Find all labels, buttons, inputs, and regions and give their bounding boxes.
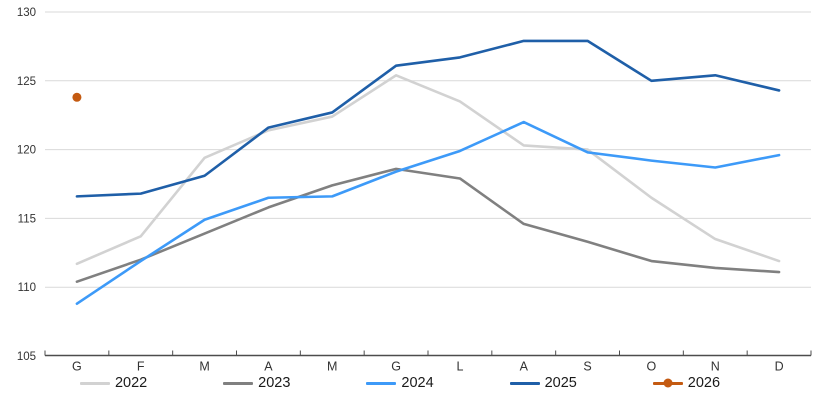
x-axis-label: D xyxy=(775,360,784,374)
y-axis-label: 120 xyxy=(17,145,36,157)
legend-label-2025: 2025 xyxy=(544,374,577,391)
chart-legend: 2022 2023 2024 2025 2026 xyxy=(42,371,758,395)
legend-line-swatch-2023 xyxy=(223,381,254,385)
series-line-2023 xyxy=(75,167,781,283)
legend-line-swatch-2026 xyxy=(652,378,683,388)
x-axis-label: N xyxy=(711,360,720,374)
x-axis-label: S xyxy=(583,360,591,374)
legend-marker-dot-2026 xyxy=(663,378,673,388)
legend-label-2023: 2023 xyxy=(258,374,291,391)
x-axis-label: G xyxy=(72,360,82,374)
legend-item-2024: 2024 xyxy=(328,376,471,391)
x-axis-label: A xyxy=(520,360,529,374)
y-axis-label: 105 xyxy=(17,351,36,363)
legend-label-2022: 2022 xyxy=(114,374,148,391)
y-axis-label: 130 xyxy=(17,7,36,19)
legend-label-2024: 2024 xyxy=(401,374,434,391)
legend-item-2025: 2025 xyxy=(472,376,615,391)
legend-line-swatch-2024 xyxy=(366,381,397,385)
x-axis-label: F xyxy=(137,360,145,374)
x-axis-label: A xyxy=(264,360,273,374)
x-axis-label: M xyxy=(327,360,337,374)
series-line-2022 xyxy=(75,73,781,266)
x-axis-label: L xyxy=(456,360,463,374)
legend-line-swatch-2022 xyxy=(79,381,110,385)
y-axis-label: 125 xyxy=(17,76,36,88)
legend-item-2023: 2023 xyxy=(185,376,328,391)
series-point-2026 xyxy=(72,92,82,102)
series-line-2024 xyxy=(75,120,781,306)
x-axis-label: O xyxy=(647,360,657,374)
legend-item-2022: 2022 xyxy=(42,376,185,391)
x-axis-label: M xyxy=(199,360,209,374)
legend-label-2026: 2026 xyxy=(687,374,721,391)
y-axis-label: 110 xyxy=(18,282,36,294)
y-axis-label: 115 xyxy=(18,213,36,225)
x-axis-label: G xyxy=(391,360,401,374)
series-line-2025 xyxy=(75,39,781,198)
legend-item-2026: 2026 xyxy=(615,376,758,391)
legend-line-swatch-2025 xyxy=(509,381,540,385)
